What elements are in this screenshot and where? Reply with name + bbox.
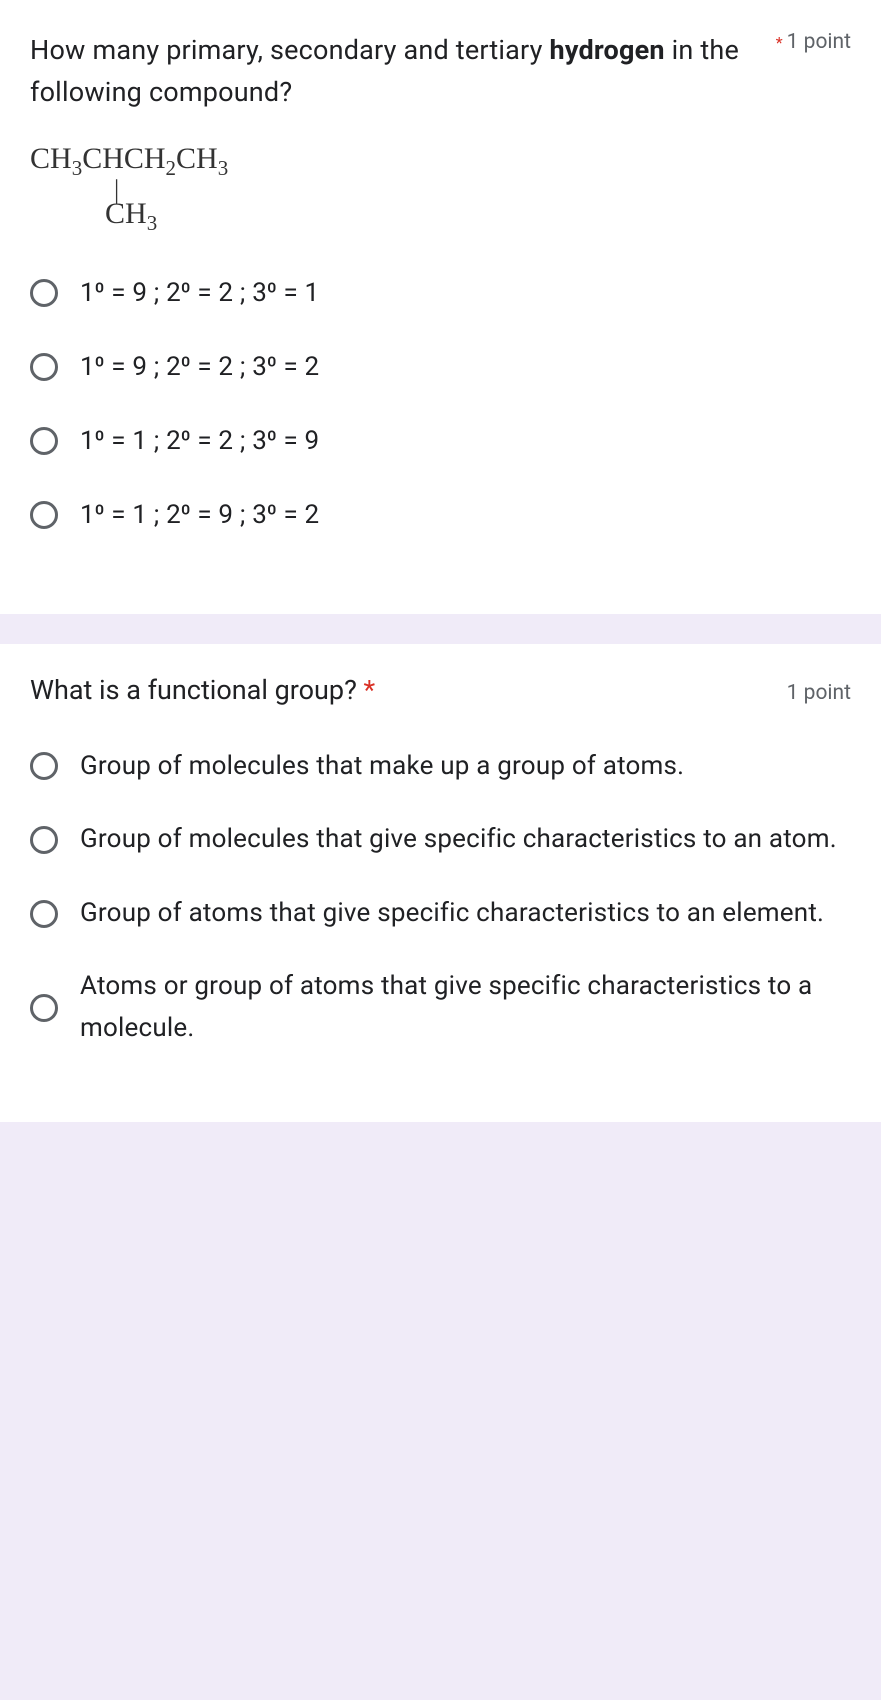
question-title: What is a functional group? * [30, 674, 375, 706]
radio-option[interactable]: Group of atoms that give specific charac… [30, 893, 851, 935]
radio-circle-icon [30, 900, 58, 928]
radio-circle-icon [30, 279, 58, 307]
radio-option[interactable]: 1⁰ = 1 ; 2⁰ = 9 ; 3⁰ = 2 [30, 500, 851, 530]
formula-branch: CH3 [105, 199, 851, 234]
option-text: Group of molecules that give specific ch… [80, 819, 837, 861]
question-card-1: How many primary, secondary and tertiary… [0, 0, 881, 614]
radio-circle-icon [30, 501, 58, 529]
radio-option[interactable]: 1⁰ = 9 ; 2⁰ = 2 ; 3⁰ = 1 [30, 278, 851, 308]
radio-circle-icon [30, 826, 58, 854]
points-label: 1 point [787, 26, 851, 54]
option-text: 1⁰ = 1 ; 2⁰ = 9 ; 3⁰ = 2 [80, 500, 319, 530]
radio-option[interactable]: Group of molecules that give specific ch… [30, 819, 851, 861]
option-text: Group of atoms that give specific charac… [80, 893, 824, 935]
chemical-formula: CH3CHCH2CH3 | CH3 [30, 144, 851, 234]
title-pre: How many primary, secondary and tertiary [30, 34, 550, 66]
radio-circle-icon [30, 994, 58, 1022]
points-wrap: * 1 point [776, 30, 851, 54]
card-divider [0, 1122, 881, 1152]
question-header: What is a functional group? * 1 point [30, 674, 851, 706]
option-text: Group of molecules that make up a group … [80, 746, 684, 788]
option-text: 1⁰ = 9 ; 2⁰ = 2 ; 3⁰ = 1 [80, 278, 319, 308]
question-header: How many primary, secondary and tertiary… [30, 30, 851, 114]
required-asterisk: * [776, 33, 783, 52]
radio-option[interactable]: Group of molecules that make up a group … [30, 746, 851, 788]
points-label: 1 point [787, 677, 851, 705]
question-card-2: What is a functional group? * 1 point Gr… [0, 644, 881, 1122]
question-title: How many primary, secondary and tertiary… [30, 30, 776, 114]
formula-main: CH3CHCH2CH3 [30, 144, 851, 179]
title-text: What is a functional group? [30, 674, 364, 706]
option-text: 1⁰ = 9 ; 2⁰ = 2 ; 3⁰ = 2 [80, 352, 319, 382]
option-text: Atoms or group of atoms that give specif… [80, 966, 851, 1049]
radio-circle-icon [30, 427, 58, 455]
radio-circle-icon [30, 353, 58, 381]
radio-option[interactable]: 1⁰ = 9 ; 2⁰ = 2 ; 3⁰ = 2 [30, 352, 851, 382]
option-text: 1⁰ = 1 ; 2⁰ = 2 ; 3⁰ = 9 [80, 426, 319, 456]
required-asterisk: * [364, 674, 376, 706]
radio-option[interactable]: Atoms or group of atoms that give specif… [30, 966, 851, 1049]
radio-circle-icon [30, 752, 58, 780]
card-divider [0, 614, 881, 644]
radio-option[interactable]: 1⁰ = 1 ; 2⁰ = 2 ; 3⁰ = 9 [30, 426, 851, 456]
title-bold: hydrogen [550, 34, 665, 66]
